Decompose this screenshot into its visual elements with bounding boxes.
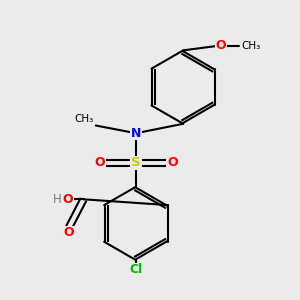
- Text: N: N: [131, 127, 141, 140]
- Text: O: O: [94, 156, 105, 170]
- Text: O: O: [62, 193, 73, 206]
- Text: S: S: [131, 156, 141, 170]
- Text: Cl: Cl: [129, 263, 142, 276]
- Text: CH₃: CH₃: [241, 41, 260, 51]
- Text: H: H: [53, 193, 62, 206]
- Text: O: O: [64, 226, 74, 239]
- Text: CH₃: CH₃: [75, 114, 94, 124]
- Text: O: O: [216, 39, 226, 52]
- Text: O: O: [167, 156, 178, 170]
